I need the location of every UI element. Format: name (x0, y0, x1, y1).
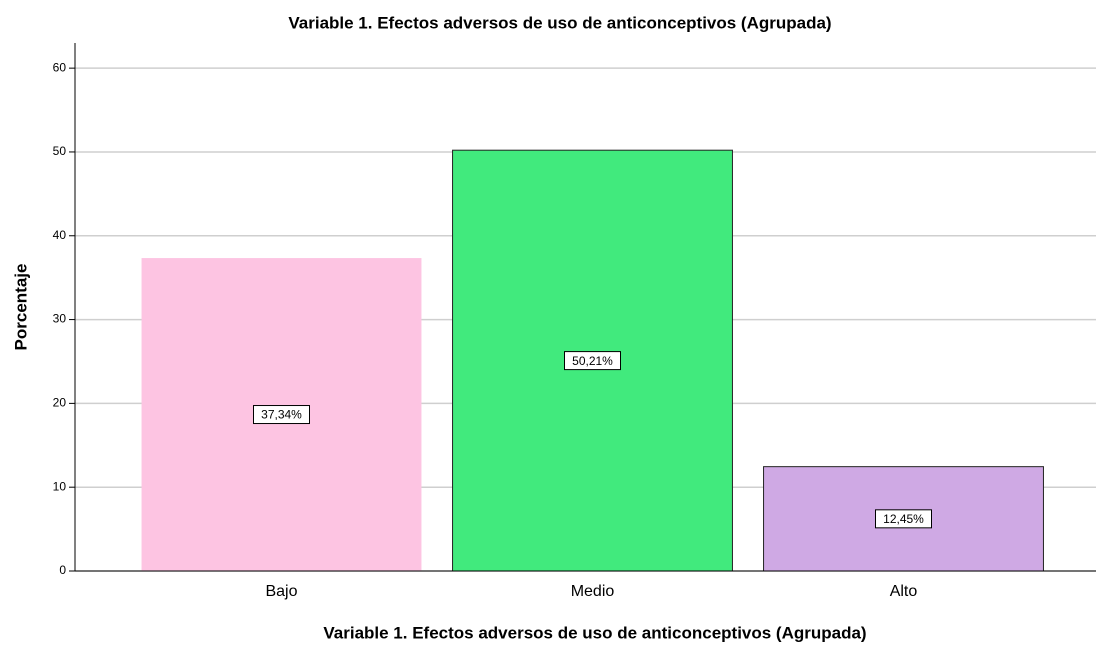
y-tick-label: 10 (53, 479, 67, 493)
y-axis-label: Porcentaje (11, 264, 30, 351)
x-axis-label: Variable 1. Efectos adversos de uso de a… (323, 623, 866, 642)
x-tick-label: Medio (571, 583, 615, 600)
x-tick-label: Bajo (265, 583, 297, 600)
y-tick-label: 0 (59, 563, 66, 577)
value-label-box (253, 405, 310, 425)
value-label-box (564, 351, 621, 371)
chart-title: Variable 1. Efectos adversos de uso de a… (288, 13, 831, 32)
x-tick-label: Alto (890, 583, 918, 600)
y-tick-label: 50 (53, 144, 67, 158)
y-tick-label: 20 (53, 396, 67, 410)
value-label-box (875, 509, 932, 529)
y-tick-label: 60 (53, 60, 67, 74)
y-tick-label: 30 (53, 312, 67, 326)
value-label: 50,21% (572, 354, 613, 368)
y-tick-label: 40 (53, 228, 67, 242)
value-label: 37,34% (261, 408, 302, 422)
value-label: 12,45% (883, 512, 924, 526)
